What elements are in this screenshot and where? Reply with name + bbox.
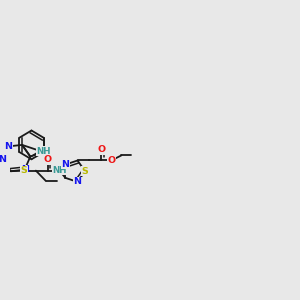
Text: N: N [4, 142, 12, 151]
Text: S: S [82, 167, 88, 176]
Text: O: O [97, 145, 105, 154]
Text: S: S [21, 166, 27, 175]
Text: N: N [0, 155, 7, 164]
Text: O: O [107, 156, 115, 165]
Text: N: N [21, 165, 28, 174]
Text: N: N [61, 160, 69, 169]
Text: NH: NH [36, 147, 51, 156]
Text: NH: NH [52, 166, 67, 175]
Text: N: N [74, 177, 82, 186]
Text: O: O [44, 155, 52, 164]
